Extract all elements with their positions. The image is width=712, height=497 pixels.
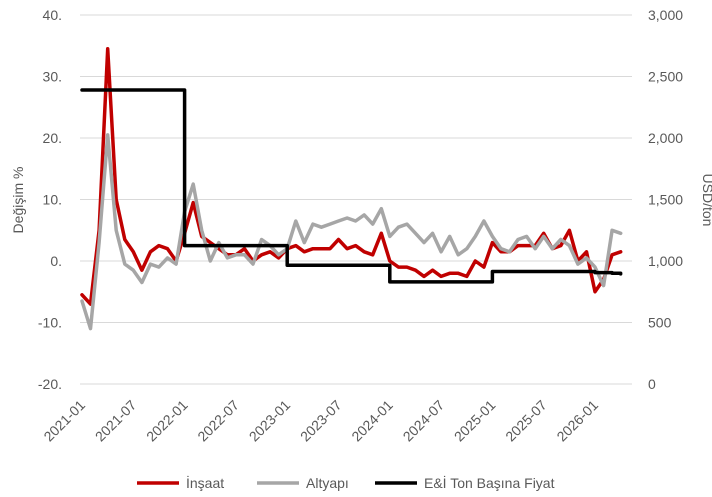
series-line-2 [80, 88, 623, 284]
right-tick-label: 500 [648, 315, 672, 331]
left-tick-label: 30. [43, 69, 62, 85]
legend-label: E&İ Ton Başına Fiyat [424, 474, 555, 491]
series-line-1 [80, 133, 623, 331]
x-tick-label: 2023-07 [297, 397, 345, 445]
left-tick-label: -20. [38, 376, 62, 392]
right-axis-ticks: 3,000 2,500 2,000 1,500 1,000 500 0 [648, 7, 683, 392]
left-axis-title: Değişim % [10, 167, 26, 234]
legend: İnşaat Altyapı E&İ Ton Başına Fiyat [137, 474, 555, 491]
x-axis-ticks: 2021-01 2021-07 2022-01 2022-07 2023-01 2023-… [40, 397, 601, 445]
x-tick-label: 2026-01 [553, 397, 601, 445]
x-tick-label: 2024-01 [348, 397, 396, 445]
x-tick-label: 2022-01 [143, 397, 191, 445]
x-tick-label: 2021-07 [92, 397, 140, 445]
right-tick-label: 1,500 [648, 192, 683, 208]
left-tick-label: 20. [43, 130, 62, 146]
left-tick-label: 0. [50, 253, 62, 269]
legend-label: İnşaat [186, 474, 224, 491]
x-tick-label: 2025-01 [451, 397, 499, 445]
legend-label: Altyapı [306, 475, 349, 491]
gridlines [80, 14, 632, 385]
x-tick-label: 2021-01 [40, 397, 88, 445]
x-tick-label: 2025-07 [502, 397, 550, 445]
right-tick-label: 3,000 [648, 7, 683, 23]
right-tick-label: 2,000 [648, 130, 683, 146]
right-axis-title: USD/ton [700, 174, 712, 227]
series-lines [80, 47, 623, 331]
left-axis-ticks: 40. 30. 20. 10. 0. -10. -20. [38, 7, 62, 392]
right-tick-label: 1,000 [648, 253, 683, 269]
left-tick-label: 40. [43, 7, 62, 23]
left-tick-label: -10. [38, 315, 62, 331]
x-tick-label: 2023-01 [246, 397, 294, 445]
left-tick-label: 10. [43, 192, 62, 208]
right-tick-label: 0 [648, 376, 656, 392]
x-tick-label: 2022-07 [194, 397, 242, 445]
right-tick-label: 2,500 [648, 69, 683, 85]
x-tick-label: 2024-07 [400, 397, 448, 445]
